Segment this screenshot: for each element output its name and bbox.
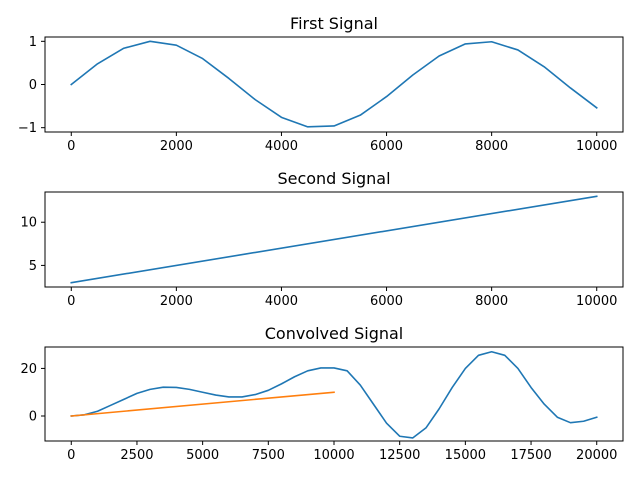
convolved-signal-xtick-label: 2500 [120,448,153,463]
convolved-signal-xtick-label: 20000 [576,448,617,463]
first-signal-ytick-label: 1 [29,35,37,50]
convolved-signal-xtick-label: 5000 [186,448,219,463]
first-signal-xtick-label: 2000 [160,139,193,154]
second-signal-xtick-label: 8000 [475,294,508,309]
second-signal-ytick-label: 10 [20,216,37,231]
second-signal-xtick-label: 0 [67,294,75,309]
second-signal-xtick-label: 6000 [370,294,403,309]
first-signal-panel: 0 2000 4000 6000 8000 10000 −1 0 1 First Signal [18,14,624,154]
second-signal-xtick-label: 4000 [265,294,298,309]
first-signal-title: First Signal [290,14,378,33]
convolved-signal-series-2-line [70,391,335,417]
first-signal-series-1-line [70,40,598,128]
convolved-signal-ytick-label: 0 [29,410,37,425]
convolved-signal-panel: 0 2500 5000 7500 10000 12500 15000 17500 20000 0 2… [20,324,624,463]
convolved-signal-xtick-label: 17500 [510,448,551,463]
convolved-signal-xtick-label: 12500 [379,448,420,463]
second-signal-title: Second Signal [277,169,390,188]
first-signal-xtick-label: 0 [67,139,75,154]
second-signal-series-1-line [70,195,598,284]
first-signal-xtick-label: 4000 [265,139,298,154]
convolved-signal-xtick-label: 15000 [445,448,486,463]
second-signal-axes-frame [44,191,624,288]
second-signal-xtick-label: 2000 [160,294,193,309]
second-signal-ytick-label: 5 [29,259,37,274]
convolved-signal-title: Convolved Signal [265,324,404,343]
convolved-signal-ytick-label: 20 [20,362,37,377]
convolved-signal-xtick-label: 10000 [313,448,354,463]
first-signal-axes-frame [44,36,624,133]
first-signal-xtick-label: 6000 [370,139,403,154]
convolved-signal-series-1-line [70,350,598,439]
convolved-signal-xtick-label: 0 [67,448,75,463]
first-signal-xtick-label: 8000 [475,139,508,154]
convolved-signal-xtick-label: 7500 [252,448,285,463]
second-signal-panel: 0 2000 4000 6000 8000 10000 5 10 Second Signal [20,169,624,309]
first-signal-ytick-label: −1 [18,121,37,136]
first-signal-xtick-label: 10000 [576,139,617,154]
first-signal-ytick-label: 0 [29,78,37,93]
second-signal-xtick-label: 10000 [576,294,617,309]
